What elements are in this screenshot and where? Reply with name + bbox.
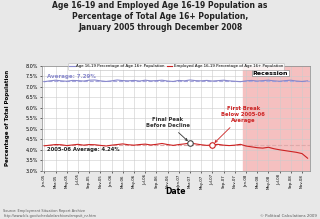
Text: 2005-06 Average: 4.24%: 2005-06 Average: 4.24% — [47, 147, 120, 152]
Text: Percentage of Total Population: Percentage of Total Population — [5, 70, 11, 166]
Text: First Break
Below 2005-06
Average: First Break Below 2005-06 Average — [215, 106, 265, 142]
Text: Source: Employment Situation Report Archive
http://www.bls.gov/schedule/archives: Source: Employment Situation Report Arch… — [3, 209, 96, 218]
Text: Final Peak
Before Decline: Final Peak Before Decline — [146, 117, 189, 141]
Text: Recession: Recession — [253, 71, 288, 76]
Text: Average: 7.29%: Average: 7.29% — [47, 74, 96, 79]
Bar — [243, 66, 310, 171]
Text: Date: Date — [166, 187, 186, 196]
Legend: Age 16-19 Percentage of Age 16+ Population, Employed Age 16-19 Percentage of Age: Age 16-19 Percentage of Age 16+ Populati… — [68, 63, 284, 70]
Text: Age 16-19 and Employed Age 16-19 Population as
Percentage of Total Age 16+ Popul: Age 16-19 and Employed Age 16-19 Populat… — [52, 1, 268, 32]
Text: © Political Calculations 2009: © Political Calculations 2009 — [260, 214, 317, 218]
